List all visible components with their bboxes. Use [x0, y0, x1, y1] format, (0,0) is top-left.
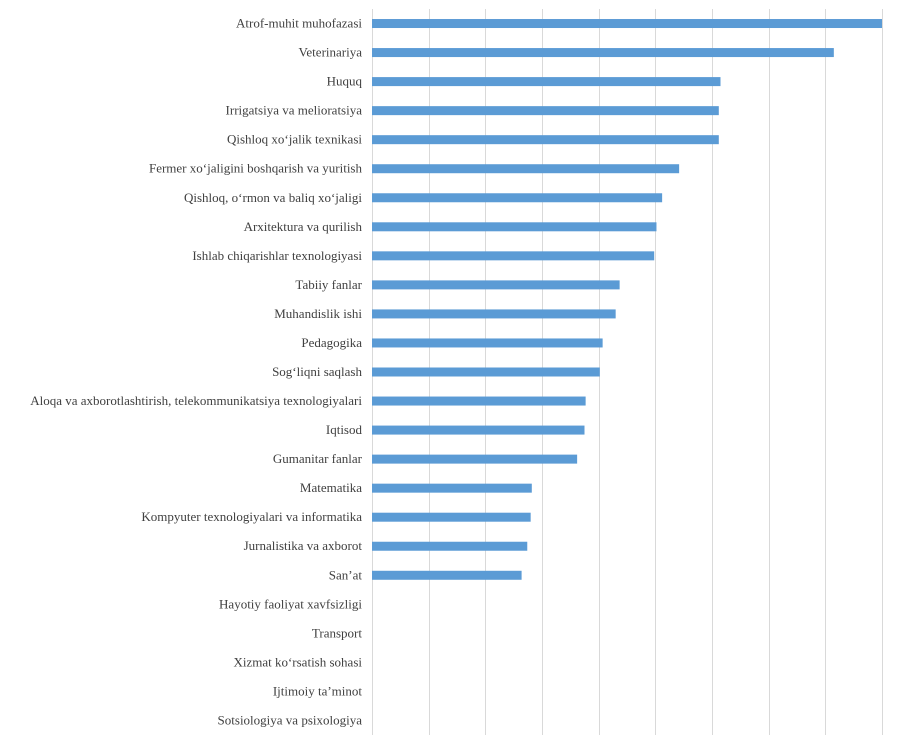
category-label: Kompyuter texnologiyalari va informatika	[141, 509, 362, 524]
category-label: Pedagogika	[301, 335, 362, 350]
bar	[372, 309, 616, 319]
bar	[372, 280, 620, 290]
category-label: Qishloq, o‘rmon va baliq xo‘jaligi	[184, 190, 362, 205]
category-label: Ijtimoiy ta’minot	[273, 683, 363, 698]
category-label: Veterinariya	[298, 45, 362, 60]
category-label: Transport	[312, 625, 362, 640]
bar	[372, 425, 585, 435]
category-label: Iqtisod	[326, 422, 363, 437]
bar	[372, 396, 586, 406]
category-label: Jurnalistika va axborot	[244, 538, 363, 553]
category-label: Atrof-muhit muhofazasi	[236, 16, 362, 31]
bars-layer	[372, 19, 882, 580]
bar	[372, 483, 532, 493]
bar	[372, 48, 834, 58]
bar	[372, 106, 719, 116]
bar	[372, 454, 578, 464]
category-label: Xizmat ko‘rsatish sohasi	[233, 654, 362, 669]
category-label: Tabiiy fanlar	[295, 277, 362, 292]
category-label: Sotsiologiya va psixologiya	[218, 712, 363, 727]
category-label: Ishlab chiqarishlar texnologiyasi	[192, 248, 362, 263]
category-label: San’at	[329, 567, 363, 582]
category-label: Gumanitar fanlar	[273, 451, 363, 466]
category-label: Sog‘liqni saqlash	[272, 364, 362, 379]
bar	[372, 164, 680, 174]
category-label: Fermer xo‘jaligini boshqarish va yuritis…	[149, 161, 363, 176]
bar	[372, 193, 663, 203]
bar	[372, 135, 719, 145]
category-label: Aloqa va axborotlashtirish, telekommunik…	[30, 393, 362, 408]
category-label: Matematika	[300, 480, 362, 495]
bar	[372, 367, 600, 377]
bar	[372, 77, 721, 87]
category-label: Qishloq xo‘jalik texnikasi	[227, 132, 362, 147]
category-label: Arxitektura va qurilish	[244, 219, 363, 234]
bar	[372, 338, 603, 348]
bar	[372, 512, 531, 522]
bar	[372, 570, 522, 580]
bar	[372, 19, 882, 29]
bar	[372, 541, 528, 551]
category-label: Muhandislik ishi	[274, 306, 362, 321]
category-label: Hayotiy faoliyat xavfsizligi	[219, 596, 362, 611]
bar	[372, 222, 657, 232]
category-label: Irrigatsiya va melioratsiya	[226, 103, 363, 118]
bar	[372, 251, 655, 261]
category-label: Huquq	[327, 74, 363, 89]
category-labels-layer: Atrof-muhit muhofazasi Veterinariya Huquq I…	[30, 16, 362, 728]
